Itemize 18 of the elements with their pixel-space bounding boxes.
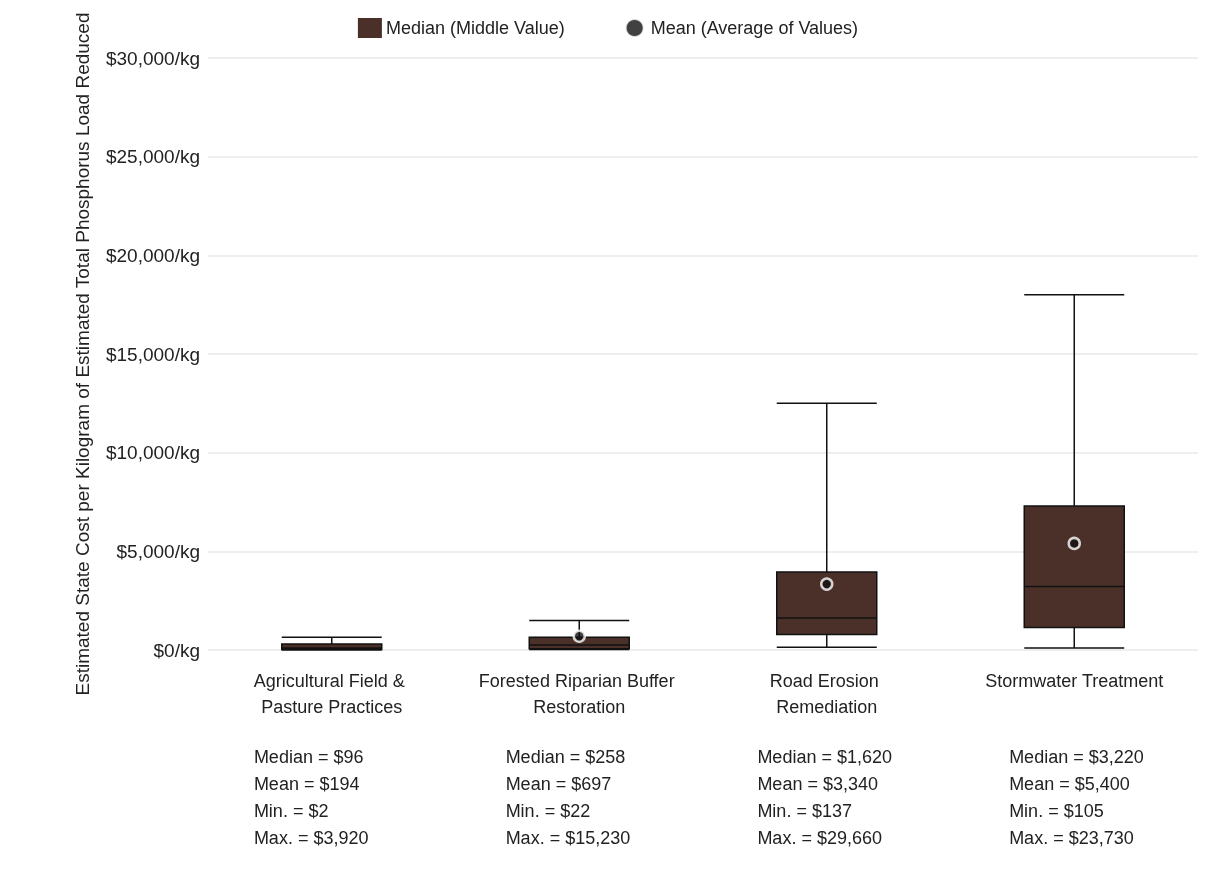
y-tick-label: $5,000/kg <box>116 540 200 562</box>
y-tick-label: $20,000/kg <box>105 244 200 266</box>
x-tick-label: Agricultural Field & Pasture Practices <box>253 671 410 717</box>
text: Median = $258 Mean = $697 Min. = $22 Max. = $15,230 <box>505 746 631 848</box>
x-tick-label: Road Erosion Remediation <box>769 671 884 717</box>
y-tick-label: $25,000/kg <box>105 146 200 168</box>
legend-label: Median (Middle Value) <box>385 18 565 38</box>
y-tick-label: $10,000/kg <box>105 442 200 464</box>
x-tick-label: Stormwater Treatment <box>985 671 1164 691</box>
y-axis-title: Estimated State Cost per Kilogram of Estimated Total Phosphorus Load Reduced <box>71 12 93 696</box>
legend-label: Mean (Average of Values) <box>650 18 859 38</box>
y-tick-label: $15,000/kg <box>105 343 200 365</box>
text: Median = $1,620 Mean = $3,340 Min. = $137 Max. = $29,660 <box>757 746 892 848</box>
text: Median = $3,220 Mean = $5,400 Min. = $105 Max. = $23,730 <box>1009 746 1144 848</box>
x-tick-label: Forested Riparian Buffer Restoration <box>478 671 680 717</box>
y-tick-label: $0/kg <box>153 639 200 661</box>
y-tick-label: $30,000/kg <box>105 47 200 69</box>
text: Median = $96 Mean = $194 Min. = $2 Max. = $3,920 <box>253 746 369 848</box>
